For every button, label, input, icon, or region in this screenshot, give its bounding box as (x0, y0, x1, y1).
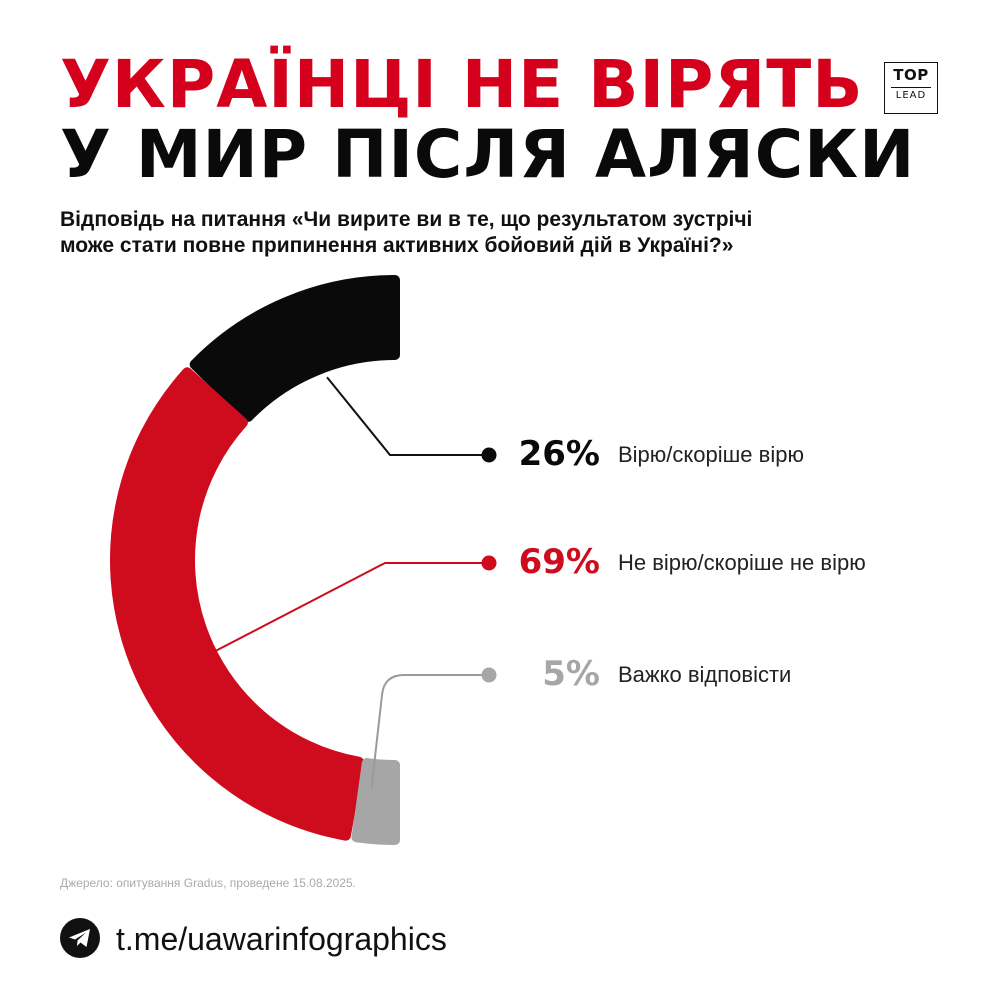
source-note: Джерело: опитування Gradus, проведене 15… (60, 876, 356, 890)
leader-line-0 (326, 376, 489, 456)
question-line-2: може стати повне припинення активних бой… (60, 234, 734, 257)
logo-bottom-text: LEAD (895, 90, 927, 101)
leader-dot-1 (481, 555, 497, 571)
telegram-link[interactable]: t.me/uawarinfographics (116, 921, 447, 957)
title-line-2: У МИР ПІСЛЯ АЛЯСКИ (60, 116, 916, 193)
slice-label-0: Вірю/скоріше вірю (618, 442, 804, 467)
logo-divider (891, 87, 931, 88)
title-line-1: УКРАЇНЦІ НЕ ВІРЯТЬ (60, 46, 864, 123)
slice-label-2: Важко відповісти (618, 662, 792, 687)
leader-dot-0 (481, 447, 497, 463)
slice-percent-0: 26% (518, 434, 600, 474)
slice-label-1: Не вірю/скоріше не вірю (618, 550, 866, 575)
donut-slice-0 (189, 275, 400, 422)
donut-slice-1 (110, 367, 365, 841)
survey-question: Відповідь на питання «Чи вирите ви в те,… (60, 207, 960, 259)
toplead-logo: TOP LEAD (884, 62, 938, 114)
leader-line-2 (370, 674, 489, 789)
leader-dot-2 (481, 667, 497, 683)
telegram-icon (60, 918, 100, 958)
slice-percent-2: 5% (542, 654, 600, 694)
logo-top-text: TOP (893, 66, 929, 84)
leader-line-1 (207, 562, 489, 656)
slice-percent-1: 69% (518, 542, 600, 582)
question-line-1: Відповідь на питання «Чи вирите ви в те,… (60, 208, 753, 231)
donut-slice-2 (351, 758, 400, 845)
